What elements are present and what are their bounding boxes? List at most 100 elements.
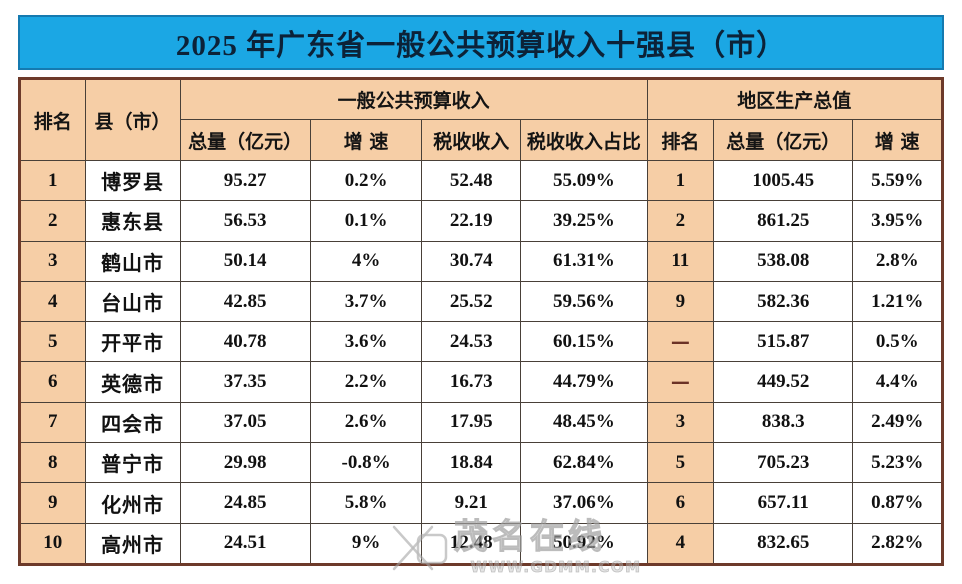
cell-growth: 2.6% [309,401,423,444]
cell-county: 鹤山市 [84,240,181,282]
cell-growth: -0.8% [309,442,423,484]
cell-gdp-growth: 2.8% [852,240,943,282]
table-row: 3 鹤山市 50.14 4% 30.74 61.31% 11 538.08 2.8% [19,240,943,282]
header-revenue-total: 总量（亿元） [179,119,311,161]
header-gdp-growth: 增 速 [852,119,943,161]
cell-tax: 9.21 [421,482,522,524]
header-gdp-group: 地区生产总值 [646,78,944,120]
cell-rank: 7 [19,401,86,444]
table-row: 4 台山市 42.85 3.7% 25.52 59.56% 9 582.36 1.21% [19,280,943,323]
cell-tax: 17.95 [421,401,522,444]
cell-gdp-growth: 0.87% [852,482,943,524]
table-row: 6 英德市 37.35 2.2% 16.73 44.79% —449.52 4.4% [19,361,943,403]
cell-tax-share: 50.92% [520,522,648,565]
cell-county: 化州市 [84,482,181,524]
cell-gdp-total: 832.65 [713,522,854,565]
cell-county: 开平市 [84,321,181,363]
cell-gdp-total: 1005.45 [713,159,854,202]
cell-gdp-growth: 3.95% [852,200,943,242]
table-row: 7 四会市 37.05 2.6% 17.95 48.45% 3 838.3 2.49% [19,401,943,444]
cell-gdp-total: 449.52 [713,361,854,403]
cell-rank: 10 [19,522,86,565]
header-sub-row: 总量（亿元） 增 速 税收收入 税收收入占比 排名 总量（亿元） 增 速 [20,119,943,161]
cell-gdp-total: 861.25 [713,200,854,242]
cell-tax-share: 62.84% [520,442,648,484]
cell-total: 95.27 [179,159,311,202]
cell-gdp-rank: 5 [646,442,715,484]
cell-gdp-rank: 3 [646,401,715,444]
cell-county: 台山市 [84,280,181,323]
header-rank: 排名 [19,78,86,161]
cell-total: 29.98 [179,442,311,484]
cell-rank: 1 [19,159,86,202]
cell-gdp-total: 538.08 [713,240,854,282]
cell-tax-share: 59.56% [520,280,648,323]
cell-rank: 4 [19,280,86,323]
table-body: 1 博罗县 95.27 0.2% 52.48 55.09% 1 1005.45 5.59% 2 惠东… [19,159,943,565]
cell-gdp-growth: 4.4% [852,361,943,403]
header-group-row: 排名 县（市） 一般公共预算收入 地区生产总值 [19,78,944,161]
cell-growth: 0.1% [309,200,423,242]
cell-gdp-total: 657.11 [713,482,854,524]
cell-tax: 52.48 [421,159,522,202]
cell-county: 普宁市 [84,442,181,484]
cell-growth: 9% [309,522,423,565]
cell-total: 24.85 [179,482,311,524]
table-row: 1 博罗县 95.27 0.2% 52.48 55.09% 1 1005.45 5.59% [19,159,943,202]
header-tax-share: 税收收入占比 [520,119,648,161]
cell-gdp-total: 705.23 [713,442,854,484]
cell-gdp-total: 582.36 [713,280,854,323]
cell-total: 37.05 [179,401,311,444]
revenue-table: 排名 县（市） 一般公共预算收入 地区生产总值 总量（亿元） 增 速 税收收入 … [18,77,944,566]
cell-tax-share: 39.25% [520,200,648,242]
cell-tax-share: 55.09% [520,159,648,202]
cell-tax: 18.84 [421,442,522,484]
cell-rank: 9 [19,482,86,524]
cell-total: 24.51 [179,522,311,565]
table-row: 5 开平市 40.78 3.6% 24.53 60.15% —515.87 0.5% [19,321,943,363]
cell-tax: 24.53 [421,321,522,363]
cell-gdp-rank: — [646,361,715,403]
cell-county: 高州市 [84,522,181,565]
cell-county: 英德市 [84,361,181,403]
header-county: 县（市） [84,78,181,161]
cell-total: 40.78 [179,321,311,363]
cell-total: 37.35 [179,361,311,403]
cell-gdp-growth: 2.49% [852,401,943,444]
cell-tax: 22.19 [421,200,522,242]
cell-growth: 4% [309,240,423,282]
cell-tax: 25.52 [421,280,522,323]
cell-growth: 2.2% [309,361,423,403]
cell-growth: 0.2% [309,159,423,202]
cell-tax-share: 60.15% [520,321,648,363]
cell-gdp-rank: — [646,321,715,363]
title-banner: 2025 年广东省一般公共预算收入十强县（市） [18,15,944,70]
cell-growth: 3.6% [309,321,423,363]
cell-gdp-rank: 2 [646,200,715,242]
cell-rank: 3 [19,240,86,282]
table-row: 9 化州市 24.85 5.8% 9.21 37.06% 6 657.11 0.87% [19,482,943,524]
cell-growth: 3.7% [309,280,423,323]
cell-tax-share: 48.45% [520,401,648,444]
cell-gdp-growth: 5.59% [852,159,943,202]
cell-gdp-rank: 11 [646,240,715,282]
header-gdp-total: 总量（亿元） [713,119,854,161]
header-gdp-rank: 排名 [646,119,715,161]
cell-tax-share: 44.79% [520,361,648,403]
cell-total: 50.14 [179,240,311,282]
cell-gdp-rank: 9 [646,280,715,323]
cell-tax-share: 37.06% [520,482,648,524]
cell-rank: 2 [19,200,86,242]
cell-gdp-growth: 1.21% [852,280,943,323]
cell-rank: 5 [19,321,86,363]
header-tax-revenue: 税收收入 [421,119,522,161]
cell-tax: 16.73 [421,361,522,403]
table-row: 2 惠东县 56.53 0.1% 22.19 39.25% 2 861.25 3.95% [19,200,943,242]
cell-gdp-growth: 5.23% [852,442,943,484]
table-header: 排名 县（市） 一般公共预算收入 地区生产总值 总量（亿元） 增 速 税收收入 … [19,78,944,161]
cell-county: 博罗县 [84,159,181,202]
cell-county: 四会市 [84,401,181,444]
cell-total: 56.53 [179,200,311,242]
page-title: 2025 年广东省一般公共预算收入十强县（市） [175,29,787,62]
